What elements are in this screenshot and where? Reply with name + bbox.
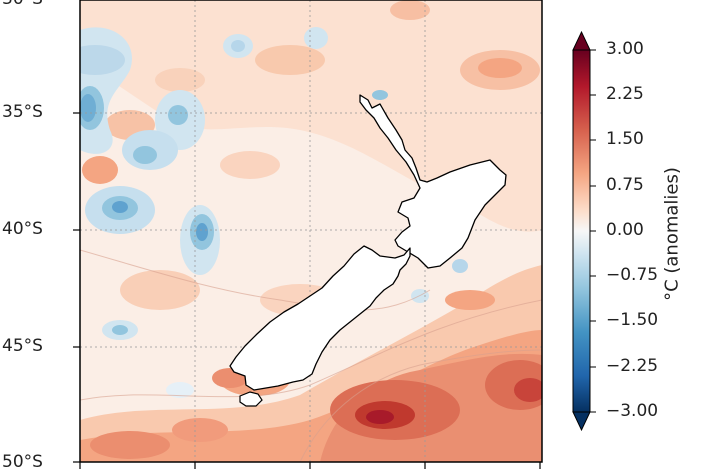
colorbar-tick-label: 1.50 [606, 129, 644, 149]
colorbar-tick-label: −0.75 [606, 265, 659, 285]
colorbar-tick-label: −2.25 [606, 356, 659, 376]
map-panel [80, 0, 542, 462]
lat-label-50s: 50°S [2, 452, 43, 472]
lat-label-45s: 45°S [2, 336, 43, 356]
colorbar-tick-label: 0.75 [606, 175, 644, 195]
stewart-island-landmass [239, 391, 263, 407]
map-frame [79, 0, 543, 463]
lat-ticks [73, 112, 80, 463]
southern-warm-band [80, 265, 542, 462]
lat-label-30s: 30°S [2, 0, 43, 8]
south-island-landmass [229, 245, 411, 391]
colorbar [572, 30, 596, 432]
lat-label-40s: 40°S [2, 219, 43, 239]
colorbar-tick-label: 2.25 [606, 84, 644, 104]
colorbar-tick-label: −1.50 [606, 310, 659, 330]
lon-ticks [79, 462, 541, 469]
colorbar-tick-label: 3.00 [606, 39, 644, 59]
colorbar-tick-label: 0.00 [606, 220, 644, 240]
colorbar-title: °C (anomalies) [661, 167, 683, 301]
colorbar-extend-top [572, 30, 591, 51]
cool-anomaly-regions [80, 27, 468, 398]
lat-label-35s: 35°S [2, 102, 43, 122]
north-island-landmass [359, 94, 507, 269]
colorbar-gradient [573, 50, 590, 412]
colorbar-tick-label: −3.00 [606, 401, 659, 421]
colorbar-extend-bottom [572, 411, 591, 432]
